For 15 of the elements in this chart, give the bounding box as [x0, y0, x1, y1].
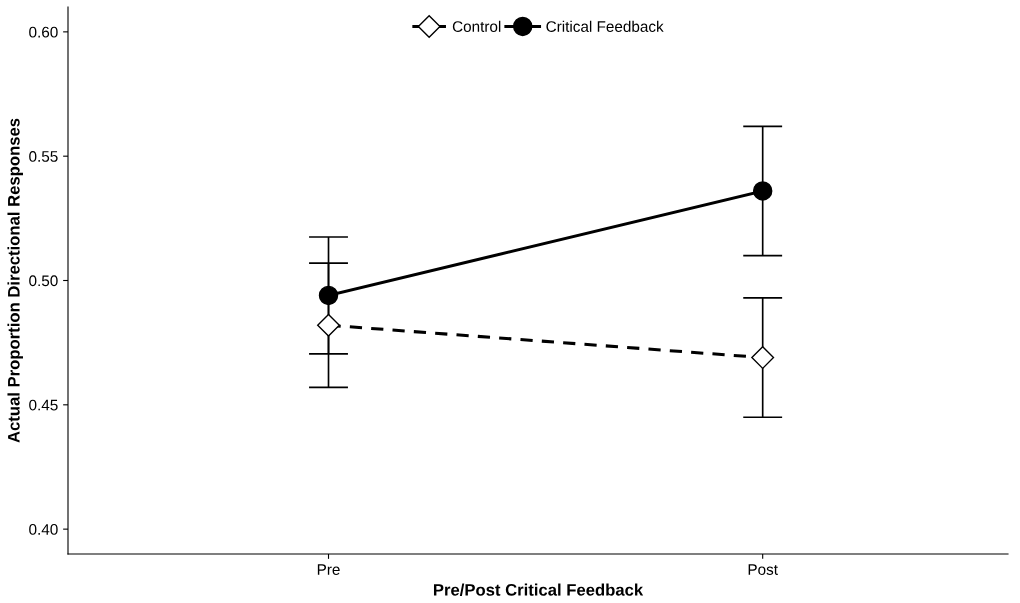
point	[317, 313, 341, 337]
y-tick-label: 0.50	[29, 275, 58, 287]
y-tick-label: 0.40	[29, 524, 58, 535]
y-tick-label: 0.60	[29, 26, 58, 38]
legend-label: Critical Feedback	[546, 20, 664, 32]
x-axis-title: Pre/Post Critical Feedback	[433, 583, 644, 596]
y-axis-title: Actual Proportion Directional Responses	[7, 118, 23, 443]
x-tick-label: Pre	[317, 564, 340, 575]
x-tick-label: Post	[748, 564, 778, 575]
y-tick-label: 0.45	[29, 399, 58, 411]
legend-label: Control	[452, 20, 501, 32]
point	[751, 346, 775, 370]
point	[752, 181, 773, 201]
y-tick-label: 0.55	[29, 151, 58, 162]
point	[318, 285, 339, 306]
